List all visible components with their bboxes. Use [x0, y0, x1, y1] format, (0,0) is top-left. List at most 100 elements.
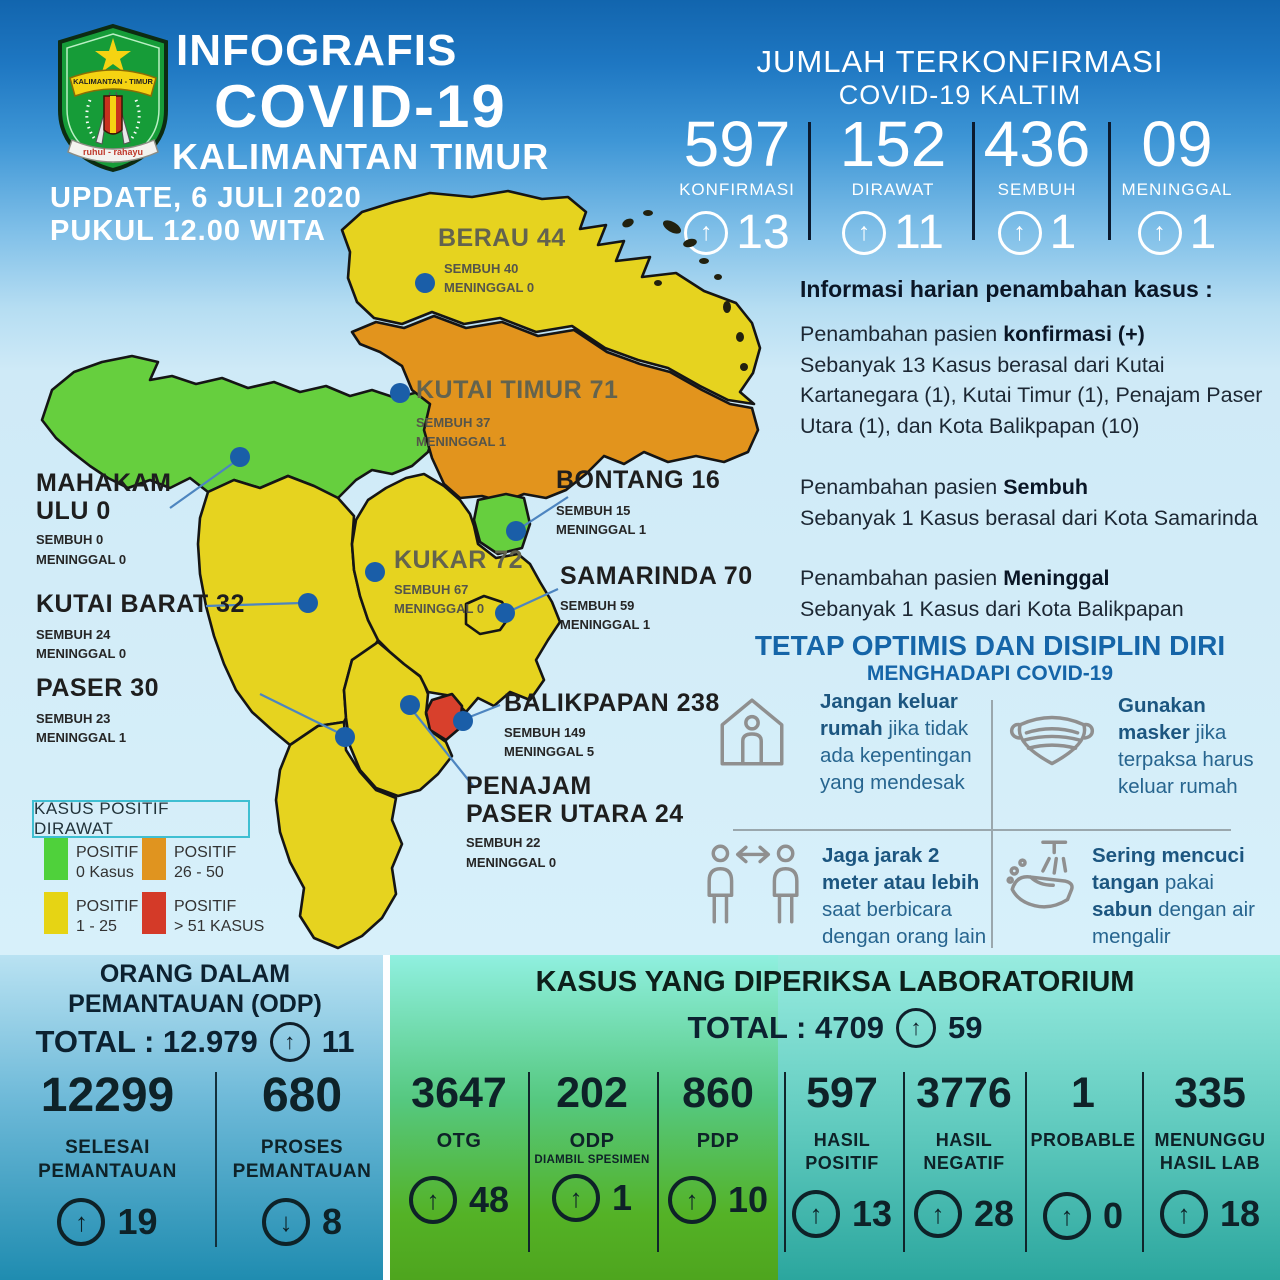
lab-divider	[528, 1072, 530, 1252]
lab-panel-green-background	[390, 955, 778, 1280]
region-kukar	[350, 472, 562, 714]
title-kalimantan-timur: KALIMANTAN TIMUR	[172, 136, 550, 177]
seal-banner-text: KALIMANTAN - TIMUR	[73, 77, 153, 86]
legend-item-red: POSITIF > 51 KASUS	[174, 898, 265, 935]
up-arrow-icon: ↑	[408, 1176, 457, 1224]
distance-icon	[707, 844, 799, 924]
up-arrow-icon: ↑	[791, 1190, 840, 1238]
stat-label: MENINGGAL	[1121, 180, 1233, 199]
odp-total-label: TOTAL : 12.979	[35, 1024, 258, 1059]
up-arrow-icon: ↑	[57, 1197, 106, 1246]
stat-delta: 13	[736, 206, 790, 259]
confirmed-subtitle: COVID-19 KALTIM	[838, 80, 1082, 110]
region-kutai-timur	[350, 314, 760, 504]
map-label-kutai-timur: KUTAI TIMUR 71 SEMBUH 37 MENINGGAL 1	[416, 376, 619, 449]
tip-mask: Gunakan masker jika terpaksa harus kelua…	[1118, 694, 1254, 799]
lab-col-pdp: 860 PDP ↑ 10	[652, 1072, 784, 1224]
tips-divider-horizontal	[733, 829, 1231, 831]
map-svg	[40, 189, 762, 950]
odp-title-line2: PEMANTAUAN (ODP)	[68, 990, 322, 1018]
wash-hands-icon	[1006, 840, 1074, 909]
legend-item-yellow: POSITIF 1 - 25	[76, 898, 139, 935]
stay-home-icon	[720, 698, 784, 766]
stat-value: 436	[983, 108, 1091, 180]
up-arrow-icon: ↑	[684, 210, 729, 255]
province-map: BERAU 44 SEMBUH 40 MENINGGAL 0 KUTAI TIM…	[0, 185, 780, 960]
up-arrow-icon: ↑	[1042, 1191, 1091, 1240]
seal-star-icon	[95, 38, 131, 72]
map-label-paser: PASER 30 SEMBUH 23 MENINGGAL 1	[36, 674, 160, 745]
divider	[808, 122, 811, 240]
daily-info-meninggal: Penambahan pasien Meninggal Sebanyak 1 K…	[800, 566, 1184, 622]
panel-divider-strip	[383, 955, 390, 1280]
stat-meninggal: 09 MENINGGAL ↑ 1	[1102, 112, 1252, 260]
map-label-penajam-paser-utara: PENAJAM PASER UTARA 24 SEMBUH 22 MENINGG…	[466, 772, 684, 870]
title-infografis: INFOGRAFIS	[176, 26, 458, 75]
stat-label: SEMBUH	[997, 180, 1077, 199]
lab-title: KASUS YANG DIPERIKSA LABORATORIUM	[535, 966, 1135, 998]
up-arrow-icon: ↑	[667, 1176, 716, 1224]
lab-divider	[1025, 1072, 1027, 1252]
lab-divider	[903, 1072, 905, 1252]
stat-delta: 11	[894, 206, 944, 259]
region-berau	[340, 189, 762, 406]
map-label-mahakam-ulu: MAHAKAM ULU 0 SEMBUH 0 MENINGGAL 0	[36, 469, 172, 567]
region-dots	[230, 273, 526, 747]
map-label-balikpapan: BALIKPAPAN 238 SEMBUH 149 MENINGGAL 5	[504, 689, 720, 759]
lab-divider	[657, 1072, 659, 1252]
lab-col-otg: 3647 OTG ↑ 48	[393, 1072, 525, 1224]
up-arrow-icon: ↑	[842, 210, 887, 255]
islands	[622, 210, 748, 371]
map-label-kutai-barat: KUTAI BARAT 32 SEMBUH 24 MENINGGAL 0	[36, 590, 245, 661]
lab-col-probable: 1 PROBABLE ↑ 0	[1017, 1072, 1149, 1240]
daily-info-sembuh: Penambahan pasien Sembuh Sebanyak 1 Kasu…	[800, 474, 1258, 530]
lab-col-menunggu: 335 MENUNGGU HASIL LAB ↑ 18	[1144, 1072, 1276, 1238]
region-balikpapan	[424, 692, 464, 742]
legend-swatch-red	[142, 892, 166, 934]
daily-info-konfirmasi: Penambahan pasien konfirmasi (+) Sebanya…	[800, 322, 1263, 439]
up-arrow-icon: ↑	[895, 1008, 936, 1048]
daily-info-title: Informasi harian penambahan kasus :	[800, 276, 1213, 302]
lab-col-odp: 202 ODP DIAMBIL SPESIMEN ↑ 1	[526, 1072, 658, 1222]
down-arrow-icon: ↓	[261, 1197, 310, 1246]
stat-delta: 1	[1189, 206, 1217, 259]
stat-value: 597	[683, 108, 791, 180]
daily-info-panel: Informasi harian penambahan kasus : Pena…	[800, 276, 1270, 655]
legend-swatch-yellow	[44, 892, 68, 934]
provincial-seal: KALIMANTAN - TIMUR ruhul - rahayu	[58, 23, 168, 173]
odp-total-delta: 11	[321, 1024, 355, 1059]
stat-delta: 1	[1049, 206, 1077, 259]
up-arrow-icon: ↑	[269, 1022, 310, 1062]
label-connectors	[169, 460, 569, 788]
map-label-kukar: KUKAR 72 SEMBUH 67 MENINGGAL 0	[394, 546, 524, 616]
legend-title-box: KASUS POSITIF DIRAWAT	[32, 799, 250, 838]
up-arrow-icon: ↑	[1159, 1190, 1208, 1238]
mask-icon	[1009, 715, 1095, 766]
stat-value: 09	[1141, 108, 1213, 180]
confirmed-title: JUMLAH TERKONFIRMASI	[756, 44, 1164, 79]
map-label-berau: BERAU 44 SEMBUH 40 MENINGGAL 0	[438, 224, 566, 295]
lab-total-delta: 59	[947, 1010, 983, 1045]
tips-divider-vertical	[991, 700, 993, 948]
lab-divider	[784, 1072, 786, 1252]
odp-divider	[215, 1072, 217, 1247]
odp-total-row: TOTAL : 12.979 ↑ 11	[0, 1022, 390, 1062]
lab-divider	[1142, 1072, 1144, 1252]
legend-swatch-orange	[142, 838, 166, 880]
lab-col-hasil-negatif: 3776 HASIL NEGATIF ↑ 28	[898, 1072, 1030, 1238]
legend-item-green: POSITIF 0 Kasus	[76, 844, 139, 881]
lab-total-row: TOTAL : 4709 ↑ 59	[390, 1008, 1280, 1048]
up-arrow-icon: ↑	[997, 210, 1042, 255]
stat-value: 152	[839, 108, 947, 180]
title-covid19: COVID-19	[214, 73, 507, 140]
map-label-samarinda: SAMARINDA 70 SEMBUH 59 MENINGGAL 1	[560, 562, 753, 632]
stat-label: KONFIRMASI	[679, 180, 795, 199]
tips-subtitle: MENGHADAPI COVID-19	[866, 662, 1114, 685]
stat-konfirmasi: 597 KONFIRMASI ↑ 13	[662, 112, 812, 260]
tip-distance: Jaga jarak 2 meter atau lebih saat berbi…	[822, 844, 987, 949]
update-date: UPDATE, 6 JULI 2020	[50, 182, 362, 214]
tip-stay-home: Jangan keluar rumah jika tidak ada kepen…	[820, 690, 972, 795]
up-arrow-icon: ↑	[551, 1174, 600, 1222]
seal-motto-text: ruhul - rahayu	[83, 147, 143, 157]
